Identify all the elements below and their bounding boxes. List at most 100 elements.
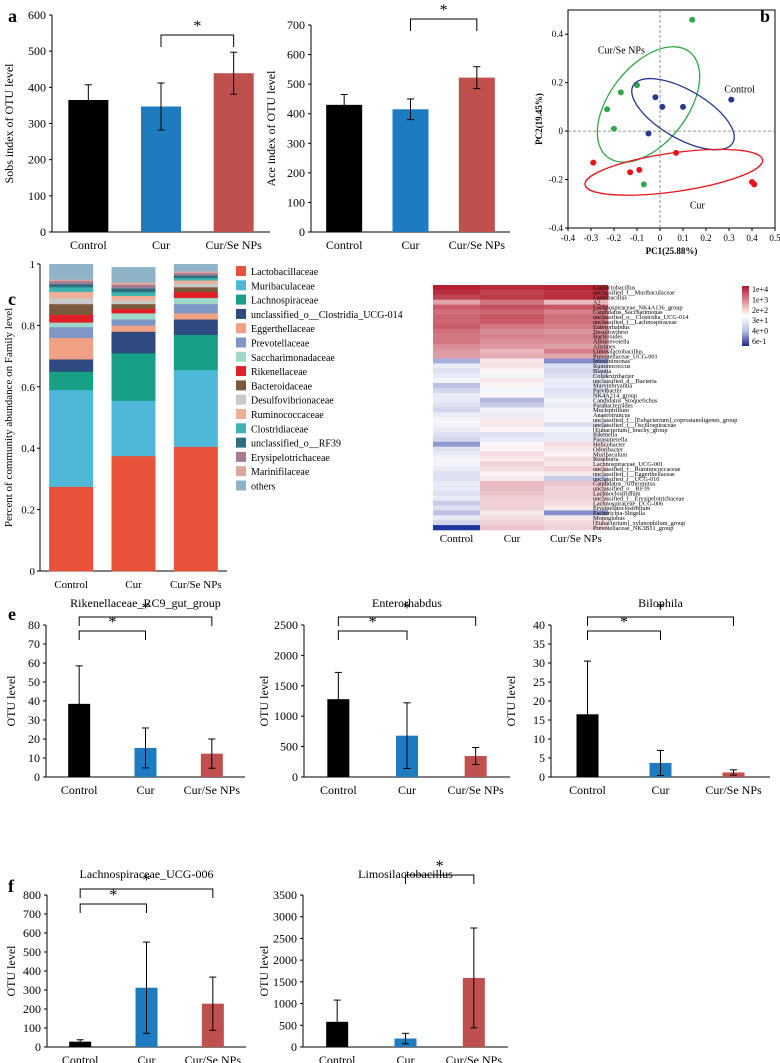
lachno006-chart: 0 100 200 300 400 500 600 700 800 Control Cur Cur/S…	[4, 867, 246, 1063]
heatmap-row-label-36: Lachnospiraceae_UCG-001	[593, 461, 663, 468]
heatmap-cell	[480, 329, 545, 335]
heatmap-cell	[544, 422, 609, 428]
heatmap-cell	[433, 397, 481, 403]
enterorhabdus-sig-star: *	[369, 614, 377, 631]
heatmap-row-label-39: unclassified_f__UCG-010	[593, 476, 659, 483]
heatmap-cell	[480, 338, 545, 345]
stacked-segment-0	[173, 446, 218, 572]
pca-point	[751, 181, 758, 188]
heatmap-row-label-28: unclassified_f__Oscillospiraceae	[593, 422, 676, 429]
pca-point	[680, 103, 686, 110]
heatmap-row-label-29: [Eubacterium]_brachy_group	[593, 427, 667, 434]
heatmap-cell	[433, 338, 481, 345]
stacked-legend-swatch-2	[236, 294, 246, 305]
heatmap-cell	[433, 412, 481, 418]
heatmap-cell	[433, 343, 481, 349]
heatmap-legend-tick-0: 1e+4	[752, 285, 768, 294]
pca-group-label-2: Cur	[690, 201, 706, 212]
heatmap-row-label-45: Erysipelatoclostridium	[593, 505, 650, 512]
stacked-legend-swatch-5	[236, 337, 246, 348]
stacked-segment-15	[111, 267, 156, 283]
stacked-segment-11	[111, 291, 156, 296]
rikenellaceae-y-tick-label: 80	[28, 618, 40, 632]
sobs-y-tick-label: 400	[28, 80, 46, 94]
lachno006-x-tick-label: Cur/Se NPs	[185, 1053, 242, 1063]
pca-point	[611, 125, 617, 132]
heatmap-cell	[480, 412, 545, 418]
stacked-segment-7	[49, 314, 94, 323]
heatmap-cell	[433, 363, 481, 369]
heatmap-cell	[544, 441, 609, 447]
pca-point	[627, 169, 634, 176]
stacked-legend-swatch-12	[236, 437, 246, 448]
heatmap-cell	[433, 476, 481, 482]
heatmap-cell	[480, 378, 545, 384]
heatmap-cell	[544, 353, 609, 359]
heatmap-cell	[480, 446, 545, 452]
heatmap-row-label-12: Alistipes	[593, 344, 616, 351]
heatmap-row-label-27: unclassified_f__[Eubacterium]_coprostano…	[593, 417, 737, 424]
heatmap-cell	[433, 402, 481, 408]
stacked-segment-4	[173, 313, 218, 320]
stacked-segment-10	[173, 280, 218, 284]
lachno006-sig-bracket	[79, 888, 214, 898]
heatmap-cell	[433, 387, 481, 394]
stacked-legend-label-1: Muribaculaceae	[251, 281, 315, 292]
heatmap-cell	[544, 481, 609, 487]
pca-ellipse-2	[584, 148, 764, 196]
heatmap-row-label-26: Anaerotruncus	[593, 412, 631, 419]
ace-y-tick-label: 500	[287, 77, 305, 91]
stacked-segment-5	[173, 303, 218, 314]
heatmap-cell	[480, 451, 545, 457]
panel-label-b: b	[760, 6, 770, 26]
heatmap-cell	[480, 427, 545, 433]
heatmap-row-label-43: unclassified_f__Erysipelotrichaceae	[593, 495, 684, 502]
heatmap-cell	[544, 495, 609, 501]
ace-bar-2	[458, 77, 495, 232]
enterorhabdus-title: Enterorhabdus	[372, 596, 442, 610]
heatmap-cell	[480, 285, 545, 291]
heatmap-cell	[433, 285, 481, 291]
heatmap-cell	[544, 471, 609, 477]
heatmap-row-label-49: Prevotellaceae_NK3B31_group	[593, 525, 673, 532]
rikenellaceae-chart: 0 10 20 30 40 50 60 70 80 Control Cur Cur/Se NPs OTU…	[4, 596, 245, 797]
lachno006-x-tick-label: Control	[62, 1053, 99, 1063]
pca-x-tick-label: 0.2	[700, 233, 711, 243]
stacked-segment-7	[111, 308, 156, 314]
heatmap-cell	[544, 378, 609, 384]
stacked-segment-3	[49, 359, 94, 372]
heatmap-col-label-2: Cur/Se NPs	[550, 533, 602, 545]
bilophila-y-tick-label: 30	[533, 656, 545, 670]
heatmap-cell	[433, 294, 481, 300]
heatmap-cell	[544, 505, 609, 511]
heatmap-cell	[480, 520, 545, 526]
heatmap-row-label-18: Colidextribacter	[593, 373, 635, 380]
heatmap-cell	[433, 520, 481, 526]
heatmap-row-label-17: Blautia	[593, 368, 611, 375]
bilophila-title: Bilophila	[638, 596, 683, 610]
bilophila-y-tick-label: 5	[539, 751, 545, 765]
stacked-segment-15	[173, 264, 218, 272]
enterorhabdus-y-tick-label: 500	[280, 740, 298, 754]
stacked-legend-swatch-7	[236, 366, 246, 377]
pca-point	[645, 130, 652, 137]
heatmap-cell	[480, 407, 545, 413]
enterorhabdus-y-tick-label: 1500	[274, 679, 298, 693]
heatmap-cell	[480, 368, 545, 374]
pca-y-tick-label: -0.4	[549, 223, 564, 233]
pca-x-axis-label: PC1(25.88%)	[646, 246, 698, 256]
heatmap-cell	[480, 304, 545, 310]
sobs-y-axis-label: Sobs index of OTU level	[2, 63, 16, 184]
panel-label-f: f	[8, 876, 15, 896]
stacked-chart: 0 0.2 0.4 0.6 0.8 1 Percent of community abund…	[3, 259, 403, 591]
lachno006-y-tick-label: 200	[23, 1002, 41, 1016]
stacked-segment-15	[49, 264, 94, 280]
sobs-x-tick-label: Control	[70, 238, 107, 252]
rikenellaceae-y-tick-label: 30	[28, 713, 40, 727]
heatmap-cell	[433, 304, 481, 310]
heatmap-cell	[480, 343, 545, 349]
limosi-y-tick-label: 1000	[273, 997, 297, 1011]
rikenellaceae-y-tick-label: 0	[34, 770, 40, 784]
ace-x-tick-label: Control	[326, 238, 363, 252]
stacked-segment-13	[49, 280, 94, 285]
